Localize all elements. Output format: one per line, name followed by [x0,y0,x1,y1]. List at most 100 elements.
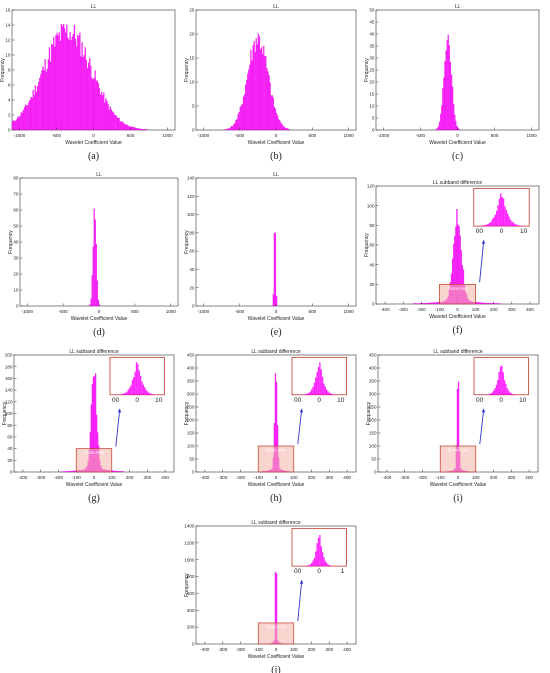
zoom-inset-bar [491,219,494,227]
histogram-bar [43,70,45,131]
zoom-inset-bar [512,393,514,395]
histogram-bar [13,120,15,131]
histogram-bar [447,34,449,131]
x-tick-label: 0 [275,647,278,652]
zoom-area-box [257,445,295,473]
histogram-bar [109,106,111,131]
histogram-bar [135,128,138,131]
x-tick-label: 1000 [162,133,173,138]
histogram-bar [17,116,19,131]
histogram-bar [95,244,97,307]
zoom-inset-bar [510,393,513,395]
y-tick-label: 120 [187,194,195,199]
histogram-bar [52,44,54,131]
x-tick-label: 300 [507,475,515,480]
zoom-inset-bar [494,214,496,227]
histogram-bar [428,302,430,305]
histogram-bar [240,105,242,131]
histogram-bar [239,106,241,131]
x-tick-label: 1000 [344,309,355,314]
y-tick-label: 10 [5,53,11,58]
chart-title: LL subband difference [433,180,482,186]
x-axis-label: Wavelet Coefficient Value [248,482,305,488]
histogram-bar [133,127,135,131]
x-tick-label: -500 [235,133,245,138]
y-axis-label: Frequency [2,401,8,425]
histogram-bar [492,303,494,305]
zoom-inset-tick-label: 00 [476,397,484,404]
histogram-bar [77,34,79,131]
zoom-inset-bar [123,393,125,395]
histogram-bar [251,60,253,131]
histogram-bar [440,114,442,131]
histogram-bar [258,36,261,131]
histogram-bar [264,55,266,131]
x-tick-label: 0 [456,133,459,138]
y-tick-label: 0 [10,470,13,475]
y-tick-label: 0 [372,302,375,307]
histogram-bar [59,40,61,131]
zoom-arrow-head [117,408,122,413]
y-tick-label: 40 [369,32,375,37]
x-tick-label: -100 [436,475,446,480]
zoom-inset-bar [519,225,521,227]
histogram-bar [90,65,92,131]
x-axis-label: Wavelet Coefficient Value [66,482,123,488]
histogram-bar [487,303,490,305]
zoom-inset-bar [326,562,328,567]
zoom-inset-bar [499,366,502,395]
histogram-bar [279,120,281,131]
histogram-bar [259,49,262,131]
histogram-bars [11,23,148,131]
histogram-bar [112,112,115,131]
chart-title: LL [96,172,102,178]
x-tick-label: -500 [58,309,68,314]
zoom-inset-bar [319,534,321,567]
zoom-inset-tick-label: 0 [500,228,504,235]
x-tick-label: 200 [490,475,498,480]
histogram-bar [93,78,95,131]
x-tick-label: -200 [236,647,246,652]
histogram-bar [121,471,123,473]
histogram-bar [76,46,78,131]
histogram-bar [111,111,114,131]
histogram-bar [435,129,437,131]
zoom-inset-bar [491,392,494,395]
zoom-inset-bar [501,365,503,395]
zoom-area-box [439,283,476,305]
y-tick-label: 100 [5,411,13,416]
histogram-bar [430,302,432,305]
y-tick-label: 50 [13,224,19,229]
y-tick-label: 20 [7,458,13,463]
histogram-bar [491,303,493,305]
chart-title: LL subband difference [251,520,300,526]
histogram-bar [61,26,64,131]
histogram-bar [287,128,289,131]
x-tick-label: -200 [236,475,246,480]
x-tick-label: -100 [254,647,264,652]
histogram-bar [236,118,238,131]
histogram-bar [454,114,456,131]
histogram-bar [144,129,146,131]
histogram-bar [145,129,147,131]
y-tick-label: 800 [187,574,195,579]
histogram-bar [74,470,76,473]
x-tick-label: 100 [472,307,480,312]
y-tick-label: 50 [371,457,377,462]
x-axis-label: Wavelet Coefficient Value [430,482,487,488]
zoom-area-box [75,448,113,473]
histogram-bar [444,61,446,131]
x-tick-label: 400 [526,307,534,312]
histogram-bar [231,126,233,131]
histogram-bar [82,57,84,131]
zoom-inset-bar [305,394,307,395]
x-tick-label: 0 [275,309,278,314]
histogram-bar [34,85,36,131]
histogram-bar [274,232,277,307]
histogram-bar [478,302,480,305]
zoom-inset-bar [311,562,313,567]
x-tick-label: 1000 [526,133,537,138]
histogram-bars [89,208,101,307]
histogram-bar [244,84,247,131]
